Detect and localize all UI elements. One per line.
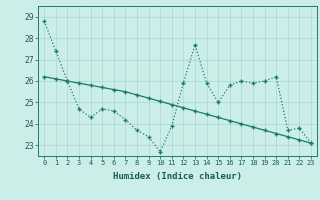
X-axis label: Humidex (Indice chaleur): Humidex (Indice chaleur) — [113, 172, 242, 181]
